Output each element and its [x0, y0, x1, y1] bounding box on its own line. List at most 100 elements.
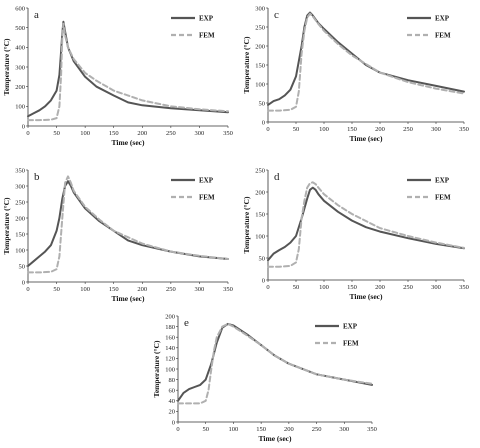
chart-panel-e: 0 50 100 150 200 250 300 350 0 20 40 60 80 100 120 140 1…	[152, 313, 377, 443]
series-line-fem	[267, 181, 465, 268]
legend-label-fem: FEM	[199, 32, 215, 40]
y-tick-label: 80	[169, 377, 176, 384]
x-tick-label: 0	[26, 286, 29, 293]
y-tick-label: 150	[15, 231, 25, 238]
panel-letter: d	[274, 171, 280, 183]
y-tick-label: 200	[255, 189, 265, 196]
legend-label-fem: FEM	[435, 32, 451, 40]
series-line-exp	[267, 11, 465, 106]
x-tick-label: 100	[319, 284, 329, 291]
x-tick-label: 300	[195, 286, 205, 293]
y-tick-label: 0	[22, 123, 25, 130]
chart-panel-c: 0 50 100 150 200 250 300 350 0 50 100 150 200 250 300 T…	[242, 5, 469, 143]
x-tick-label: 250	[166, 286, 176, 293]
legend-label-fem: FEM	[199, 194, 215, 202]
y-tick-label: 140	[165, 345, 175, 352]
series-line-exp	[27, 180, 229, 267]
x-tick-label: 50	[293, 126, 300, 133]
y-tick-label: 250	[255, 167, 265, 174]
y-tick-label: 0	[172, 419, 175, 426]
x-tick-label: 250	[312, 426, 322, 433]
legend-label-exp: EXP	[199, 15, 214, 23]
y-tick-label: 180	[165, 324, 175, 331]
x-tick-label: 350	[459, 126, 469, 133]
x-tick-label: 250	[166, 130, 176, 137]
x-axis-label: Time (sec)	[112, 138, 145, 147]
y-axis-label: Temperature (°C)	[2, 197, 11, 254]
y-tick-label: 120	[165, 356, 175, 363]
y-tick-label: 160	[165, 335, 175, 342]
x-tick-label: 200	[375, 126, 385, 133]
y-tick-label: 100	[165, 366, 175, 373]
y-tick-label: 100	[15, 247, 25, 254]
legend-label-fem: FEM	[343, 340, 359, 348]
y-tick-label: 100	[15, 104, 25, 111]
y-tick-label: 200	[15, 84, 25, 91]
y-tick-label: 300	[15, 183, 25, 190]
y-tick-label: 150	[255, 211, 265, 218]
y-tick-label: 0	[262, 277, 265, 284]
series-line-exp	[27, 20, 229, 118]
x-tick-label: 350	[223, 130, 233, 137]
x-tick-label: 350	[223, 286, 233, 293]
x-tick-label: 350	[459, 284, 469, 291]
y-tick-label: 250	[255, 24, 265, 31]
x-tick-label: 200	[137, 130, 147, 137]
y-tick-label: 600	[15, 5, 25, 12]
panel-letter: b	[34, 171, 40, 183]
x-tick-label: 50	[202, 426, 209, 433]
y-tick-label: 300	[255, 5, 265, 12]
x-tick-label: 250	[403, 284, 413, 291]
x-tick-label: 0	[266, 284, 269, 291]
y-axis-label: Temperature (°C)	[242, 36, 251, 93]
x-tick-label: 300	[195, 130, 205, 137]
x-tick-label: 150	[109, 130, 119, 137]
x-tick-label: 100	[80, 130, 90, 137]
y-tick-label: 350	[15, 167, 25, 174]
x-tick-label: 150	[256, 426, 266, 433]
chart-panel-b: 0 50 100 150 200 250 300 350 0 50 100 150 200 250 300 3…	[2, 167, 233, 303]
y-tick-label: 50	[19, 263, 26, 270]
x-axis-label: Time (sec)	[350, 134, 383, 143]
x-axis-label: Time (sec)	[259, 434, 292, 443]
x-tick-label: 50	[53, 286, 60, 293]
x-tick-label: 350	[367, 426, 377, 433]
y-tick-label: 100	[255, 233, 265, 240]
y-axis-label: Temperature (°C)	[152, 340, 161, 397]
y-tick-label: 40	[169, 398, 176, 405]
series-line-fem	[267, 12, 465, 112]
y-tick-label: 150	[255, 62, 265, 69]
legend-label-exp: EXP	[435, 177, 450, 185]
x-tick-label: 0	[26, 130, 29, 137]
panel-letter: c	[274, 9, 279, 21]
x-tick-label: 300	[431, 284, 441, 291]
series-line-fem	[177, 322, 373, 405]
y-tick-label: 400	[15, 45, 25, 52]
x-tick-label: 0	[176, 426, 179, 433]
x-tick-label: 300	[431, 126, 441, 133]
legend-label-exp: EXP	[343, 323, 358, 331]
x-tick-label: 250	[403, 126, 413, 133]
y-tick-label: 200	[165, 313, 175, 320]
chart-panel-a: 0 50 100 150 200 250 300 350 0 100 200 300 400 500 600…	[2, 5, 233, 147]
series-line-exp	[177, 322, 373, 402]
y-tick-label: 300	[15, 64, 25, 71]
x-tick-label: 150	[109, 286, 119, 293]
y-tick-label: 50	[259, 100, 266, 107]
chart-panel-d: 0 50 100 150 200 250 300 350 0 50 100 150 200 250 Time…	[242, 167, 469, 301]
y-tick-label: 0	[262, 119, 265, 126]
y-tick-label: 200	[15, 215, 25, 222]
y-tick-label: 60	[169, 388, 176, 395]
y-axis-label: Temperature (°C)	[2, 38, 11, 95]
x-tick-label: 200	[137, 286, 147, 293]
x-tick-label: 100	[319, 126, 329, 133]
y-tick-label: 20	[169, 409, 176, 416]
legend-label-exp: EXP	[199, 177, 214, 185]
x-tick-label: 300	[339, 426, 349, 433]
x-tick-label: 100	[80, 286, 90, 293]
x-axis-label: Time (sec)	[112, 294, 145, 303]
x-tick-label: 100	[229, 426, 239, 433]
panel-letter: a	[34, 9, 39, 21]
x-tick-label: 150	[347, 284, 357, 291]
